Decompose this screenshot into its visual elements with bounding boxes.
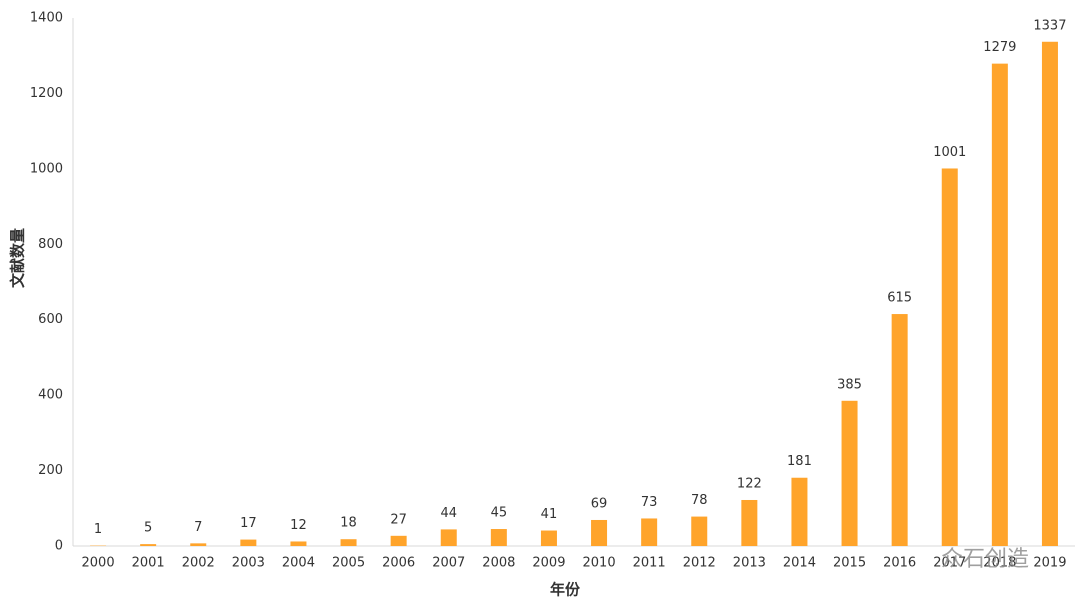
data-label: 385 [837,377,862,392]
x-tick-label: 2007 [432,556,465,571]
x-tick-label: 2011 [633,556,666,571]
bar [140,544,157,546]
data-label: 73 [641,495,658,510]
bar [190,543,207,546]
y-tick-label: 1400 [30,11,63,26]
y-tick-label: 200 [38,463,63,478]
x-tick-label: 2019 [1033,556,1066,571]
data-label: 17 [240,516,257,531]
x-tick-label: 2018 [983,556,1016,571]
data-label: 44 [440,506,457,521]
x-tick-label: 2012 [683,556,716,571]
data-label: 1279 [983,40,1016,55]
data-label: 1337 [1033,18,1066,33]
x-tick-label: 2010 [583,556,616,571]
x-tick-label: 2006 [382,556,415,571]
x-tick-label: 2003 [232,556,265,571]
bar [941,168,958,547]
data-label: 181 [787,454,812,469]
y-tick-label: 0 [55,539,63,554]
bar [891,314,908,546]
data-label: 78 [691,493,708,508]
x-tick-label: 2014 [783,556,816,571]
y-tick-label: 400 [38,388,63,403]
data-label: 12 [290,518,307,533]
data-label: 27 [390,512,407,527]
x-tick-label: 2004 [282,556,315,571]
x-tick-label: 2002 [182,556,215,571]
y-tick-label: 1000 [30,161,63,176]
x-tick-label: 2013 [733,556,766,571]
x-tick-label: 2009 [532,556,565,571]
y-axis-title: 文献数量 [9,228,27,288]
bar [791,477,808,546]
data-label: 1 [94,522,102,537]
bar [641,518,658,546]
x-tick-label: 2005 [332,556,365,571]
data-label: 7 [194,520,202,535]
bar [591,519,608,546]
bar [741,499,758,546]
bar [991,63,1008,547]
x-tick-label: 2001 [132,556,165,571]
data-label: 45 [491,506,508,521]
x-axis-title: 年份 [550,581,581,599]
x-tick-label: 2015 [833,556,866,571]
bar [490,529,507,546]
x-tick-label: 2016 [883,556,916,571]
y-tick-label: 1200 [30,86,63,101]
bar [540,530,557,546]
bar [841,400,858,546]
bar [440,529,457,546]
bar [1041,41,1058,546]
watermark: 众石创造 [941,547,1029,572]
y-tick-label: 600 [38,312,63,327]
data-label: 122 [737,476,762,491]
data-label: 18 [340,516,357,531]
bar [290,541,307,546]
x-tick-label: 2017 [933,556,966,571]
data-label: 69 [591,496,608,511]
x-tick-label: 2000 [82,556,115,571]
data-label: 1001 [933,145,966,160]
y-tick-label: 800 [38,237,63,252]
data-label: 615 [887,291,912,306]
data-label: 5 [144,521,152,536]
bar [240,539,257,546]
data-label: 41 [541,507,558,522]
bar [691,516,708,546]
bar [390,535,407,546]
bar [340,539,357,546]
x-tick-label: 2008 [482,556,515,571]
